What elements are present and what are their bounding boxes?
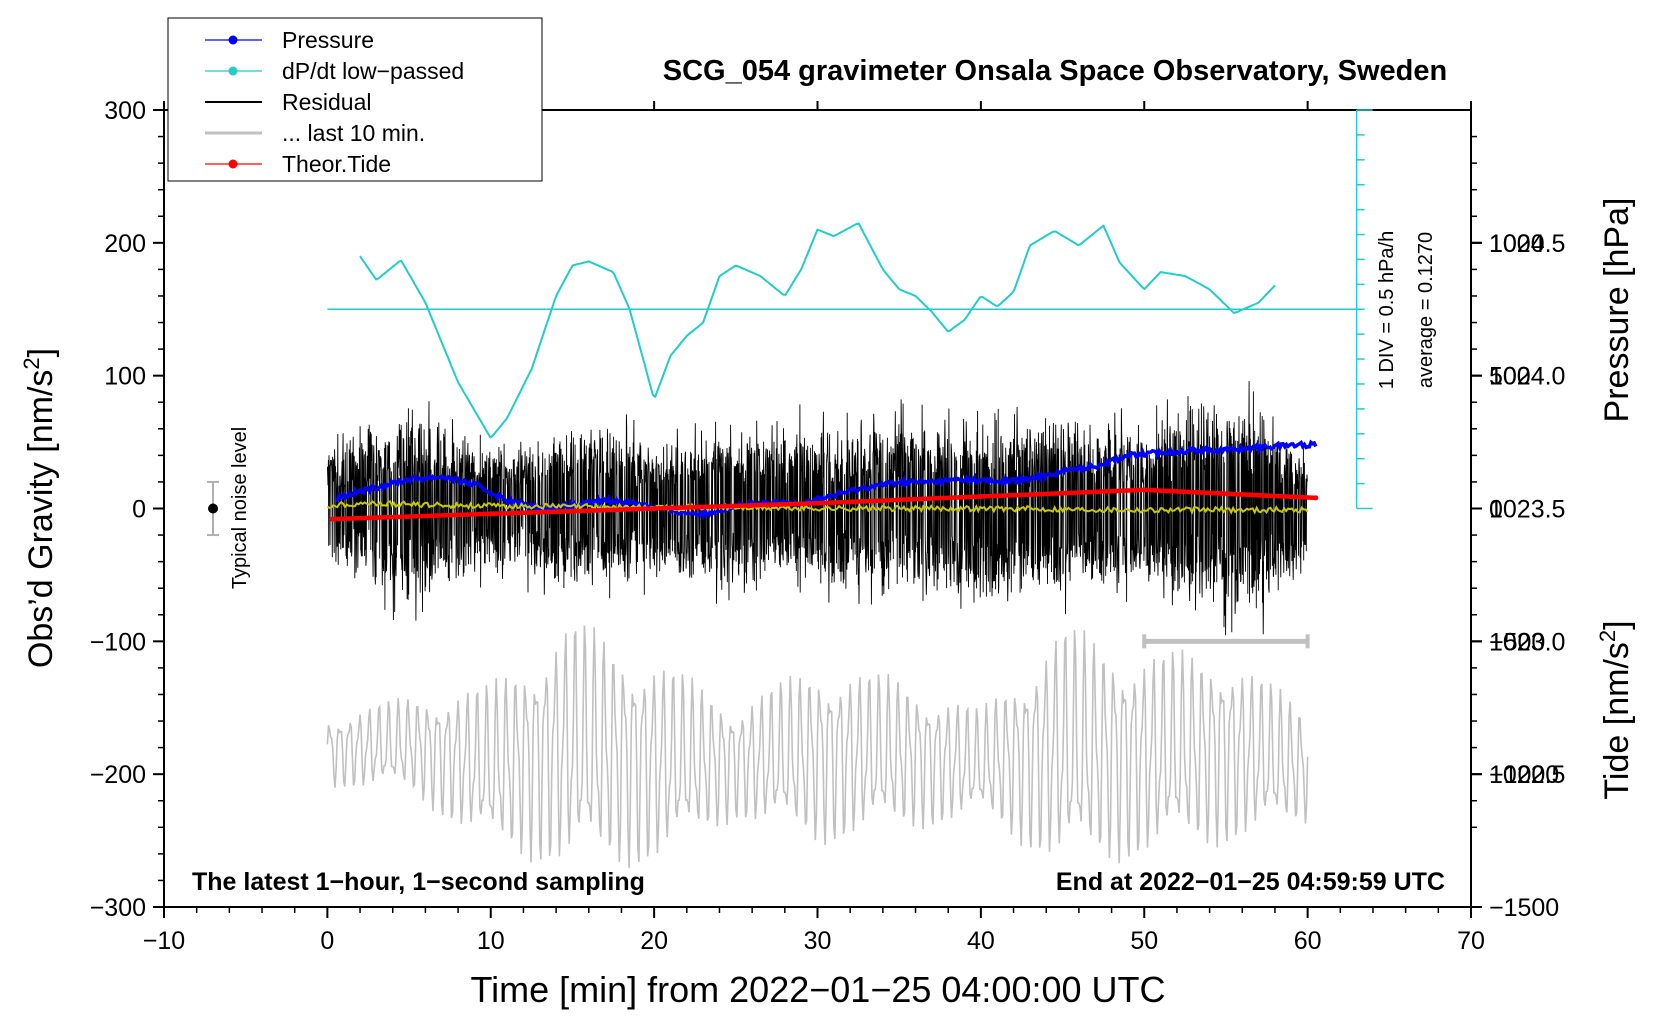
legend-items: Pressure dP/dt low−passed Residual ... last… xyxy=(205,27,464,177)
x-tick-label: 40 xyxy=(967,927,995,955)
annotation-noise-level: Typical noise level xyxy=(229,427,251,589)
pressure-tick-label: 1023.5 xyxy=(1489,496,1565,524)
x-tick-label: 30 xyxy=(804,927,832,955)
pressure-tick-label: 1023.0 xyxy=(1489,628,1565,656)
x-tick-label: −10 xyxy=(143,927,185,955)
y-tick-label: −100 xyxy=(90,628,146,656)
tide-tick-label: 500 xyxy=(1489,363,1531,391)
x-tick-label: 50 xyxy=(1130,927,1158,955)
last10-trace xyxy=(326,625,1309,868)
y-axis-label-tide: Tide [nm/s2] xyxy=(1595,620,1636,799)
y-axis-label-left-main: Obs’d Gravity [nm/s xyxy=(22,370,60,669)
pressure-trace xyxy=(335,439,1318,521)
last10-series xyxy=(326,625,1309,868)
legend-marker xyxy=(228,159,238,169)
y-axis-label-left-close: ] xyxy=(22,348,60,357)
legend-marker xyxy=(228,66,238,76)
x-tick-label: 60 xyxy=(1294,927,1322,955)
tide-series xyxy=(329,487,1319,522)
x-axis-label: Time [min] from 2022−01−25 04:00:00 UTC xyxy=(470,969,1165,1010)
tide-point xyxy=(978,494,984,500)
legend-box xyxy=(167,17,543,182)
annotation-dpdt-scale: 1 DIV = 0.5 hPa/h xyxy=(1376,231,1398,389)
pressure-tick-label: 1024.5 xyxy=(1489,230,1565,258)
tide-point xyxy=(329,516,335,522)
x-tick-label: 0 xyxy=(320,927,334,955)
y-axis-label-tide-close: ] xyxy=(1598,620,1636,629)
legend-label: dP/dt low−passed xyxy=(282,58,464,84)
residual-smoothed-series xyxy=(326,500,1309,515)
tide-tick-label: −1500 xyxy=(1489,894,1559,922)
tide-point xyxy=(1313,495,1319,501)
tide-tick-label: −1000 xyxy=(1489,761,1559,789)
y-tick-label: 100 xyxy=(104,363,146,391)
residual-smoothed-trace xyxy=(326,500,1309,515)
x-tick-label: 70 xyxy=(1457,927,1485,955)
y-axis-label-left: Obs’d Gravity [nm/s2] xyxy=(19,348,60,668)
tide-tick-label: 1000 xyxy=(1489,230,1545,258)
pressure-tick-label: 1022.5 xyxy=(1489,761,1565,789)
annotation-bottom-left: The latest 1−hour, 1−second sampling xyxy=(192,868,645,896)
y-tick-label: 200 xyxy=(104,230,146,258)
legend: Pressure dP/dt low−passed Residual ... last… xyxy=(167,17,543,182)
y-axis-label-left-sup: 2 xyxy=(19,357,44,369)
residual-trace xyxy=(326,381,1308,636)
x-tick-label: 20 xyxy=(640,927,668,955)
y-tick-label: −200 xyxy=(90,761,146,789)
y-axis-label-tide-sup: 2 xyxy=(1595,630,1620,642)
residual-series xyxy=(326,381,1308,636)
tide-point xyxy=(815,500,820,506)
legend-label: Theor.Tide xyxy=(282,151,391,177)
plot-extras xyxy=(207,480,1310,649)
y-axis-label-pressure: Pressure [hPa] xyxy=(1598,198,1636,423)
legend-label: Residual xyxy=(282,89,372,115)
tide-point xyxy=(488,511,494,517)
axis-ticks: −10 0 10 20 30 40 50 60 703002001000−100−200−300… xyxy=(90,97,1566,955)
y-tick-label: −300 xyxy=(90,894,146,922)
y-tick-label: 0 xyxy=(132,496,146,524)
y-tick-label: 300 xyxy=(104,97,146,125)
x-tick-label: 10 xyxy=(477,927,505,955)
dpdt-series xyxy=(327,109,1373,510)
tide-tick-label: −500 xyxy=(1489,628,1545,656)
legend-marker xyxy=(228,35,238,45)
chart-title: SCG_054 gravimeter Onsala Space Observat… xyxy=(663,55,1447,87)
tide-point xyxy=(1141,487,1147,493)
pressure-tick-label: 1024.0 xyxy=(1489,363,1565,391)
pressure-series xyxy=(335,439,1318,521)
annotation-dpdt-average: average = 0.1270 xyxy=(1415,232,1437,388)
tide-point xyxy=(651,506,657,511)
annotation-bottom-right: End at 2022−01−25 04:59:59 UTC xyxy=(1056,868,1445,896)
plot-area xyxy=(163,109,1472,908)
legend-label: ... last 10 min. xyxy=(282,120,425,146)
dpdt-trace xyxy=(359,222,1276,439)
tide-tick-label: 0 xyxy=(1489,496,1503,524)
y-axis-label-tide-main: Tide [nm/s xyxy=(1598,642,1636,799)
legend-label: Pressure xyxy=(282,27,374,53)
noise-bar-center xyxy=(208,503,219,514)
